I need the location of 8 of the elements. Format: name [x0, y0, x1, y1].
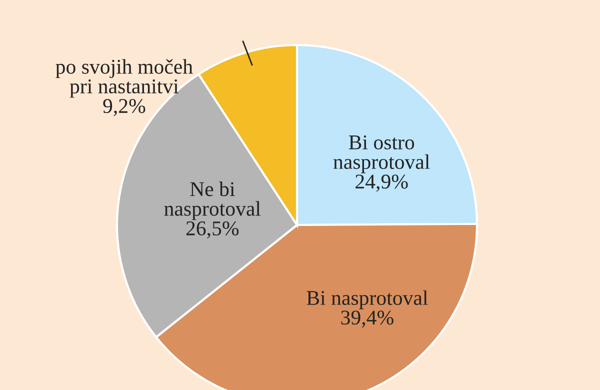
slice-label: Ne bi nasprotoval — [164, 182, 261, 220]
slice-label: po svojih močeh pri nastanitvi — [56, 59, 193, 98]
data-label: 24,9% — [356, 174, 408, 192]
slice-label: Bi ostro nasprotoval — [333, 135, 430, 174]
data-label: 26,5% — [186, 221, 239, 238]
data-label: 39,4% — [341, 310, 394, 328]
data-label: 9,2% — [103, 98, 146, 116]
slice-label: Bi nasprotoval — [306, 290, 428, 310]
